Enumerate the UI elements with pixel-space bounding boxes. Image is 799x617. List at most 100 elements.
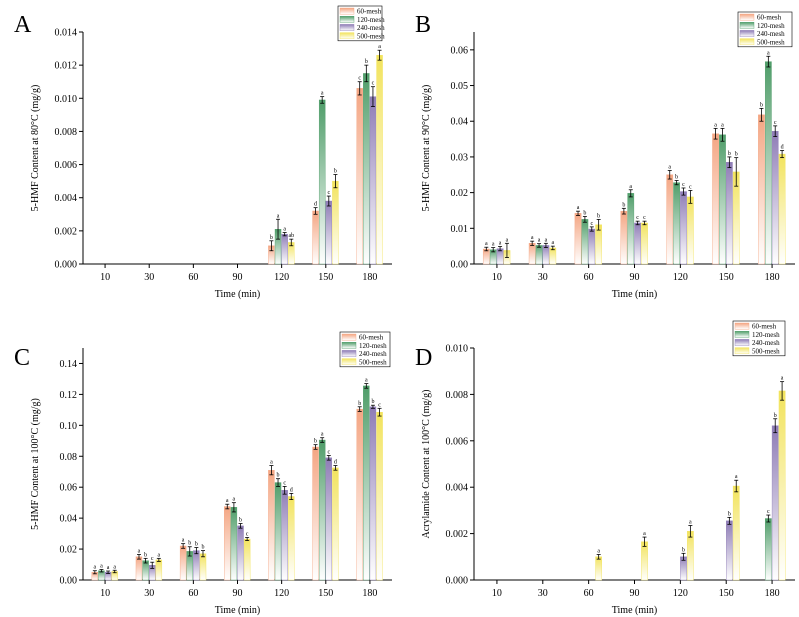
bar-d-500-mesh-90 [641, 541, 648, 581]
x-axis-title: Time (min) [612, 605, 657, 616]
bar-b-60-mesh-60 [574, 213, 582, 265]
significance-label: b [728, 151, 731, 157]
legend-swatch [341, 342, 357, 349]
y-tick-label: 0.00 [451, 260, 469, 271]
y-tick-label: 0.010 [55, 94, 78, 105]
legend-swatch [341, 350, 357, 357]
x-tick-label: 10 [492, 272, 502, 283]
y-tick-label: 0.02 [451, 188, 469, 199]
x-tick-label: 90 [233, 272, 243, 283]
y-tick-label: 0.03 [451, 152, 469, 163]
significance-label: b [195, 542, 198, 548]
bar-b-500-mesh-30 [549, 247, 557, 265]
legend-swatch [739, 13, 755, 21]
legend-label: 120-mesh [357, 16, 385, 24]
bar-b-60-mesh-120 [666, 174, 674, 265]
legend-swatch [734, 347, 750, 355]
y-tick-label: 0.008 [446, 390, 469, 401]
x-tick-label: 30 [538, 272, 548, 283]
y-axis-title: 5-HMF Content at 90°C (mg/g) [421, 85, 432, 212]
x-tick-label: 150 [719, 272, 734, 283]
bar-d-240-mesh-150 [726, 520, 733, 581]
panel-letter-b: B [415, 12, 431, 38]
significance-label: a [233, 497, 236, 503]
legend-label: 60-mesh [752, 323, 777, 331]
legend-label: 60-mesh [357, 8, 382, 16]
y-tick-label: 0.14 [60, 359, 78, 370]
y-tick-label: 0.006 [446, 436, 469, 447]
bar-d-500-mesh-150 [732, 485, 740, 581]
significance-label: a [767, 50, 770, 56]
x-tick-label: 120 [673, 588, 688, 599]
bar-b-60-mesh-180 [758, 114, 765, 265]
y-tick-label: 0.04 [60, 514, 78, 525]
bar-c-500-mesh-90 [243, 538, 251, 581]
significance-label: a [643, 531, 646, 537]
bar-b-240-mesh-150 [726, 162, 733, 265]
significance-label: a [492, 242, 495, 248]
legend-label: 500-mesh [359, 358, 387, 366]
significance-label: a [277, 213, 280, 219]
x-tick-label: 30 [538, 588, 548, 599]
legend-label: 500-mesh [757, 38, 785, 46]
legend-label: 500-mesh [752, 347, 780, 355]
significance-label: a [629, 184, 632, 190]
legend-swatch [739, 30, 755, 37]
significance-label: a [577, 205, 580, 211]
significance-label: a [499, 241, 502, 247]
bar-b-500-mesh-90 [641, 222, 648, 265]
y-axis-title: Acrylamide Content at 100°C (mg/g) [421, 390, 432, 539]
x-axis-title: Time (min) [215, 605, 260, 616]
significance-label: d [290, 487, 293, 493]
significance-label: d [314, 202, 317, 208]
bar-c-500-mesh-180 [376, 411, 383, 581]
bar-a-500-mesh-150 [332, 180, 339, 265]
significance-label: b [188, 541, 191, 547]
significance-label: c [643, 215, 646, 221]
y-tick-label: 0.010 [446, 344, 469, 355]
significance-label: c [327, 449, 330, 455]
legend-label: 240-mesh [757, 30, 785, 38]
bar-a-120-mesh-150 [318, 99, 326, 265]
significance-label: b [682, 547, 685, 553]
bar-c-60-mesh-30 [135, 556, 143, 581]
bar-c-500-mesh-150 [332, 467, 339, 581]
x-tick-label: 60 [584, 272, 594, 283]
bar-c-60-mesh-150 [312, 446, 319, 581]
bar-b-240-mesh-60 [588, 228, 596, 265]
x-tick-label: 120 [673, 272, 688, 283]
significance-label: a [378, 44, 381, 50]
bar-c-240-mesh-150 [325, 457, 333, 581]
significance-label: c [372, 81, 375, 87]
significance-label: a [107, 565, 110, 571]
significance-label: c [378, 402, 381, 408]
bar-c-120-mesh-90 [230, 507, 238, 581]
y-tick-label: 0.00 [60, 576, 78, 587]
y-tick-label: 0.014 [55, 28, 78, 39]
significance-label: a [735, 474, 738, 480]
legend-label: 60-mesh [757, 14, 782, 22]
bar-b-60-mesh-10 [482, 248, 490, 265]
y-tick-label: 0.002 [55, 226, 78, 237]
y-tick-label: 0.002 [446, 529, 469, 540]
significance-label: b [622, 202, 625, 208]
x-tick-label: 60 [188, 272, 198, 283]
bar-a-240-mesh-120 [281, 233, 288, 265]
bar-b-120-mesh-180 [764, 61, 772, 265]
bar-b-120-mesh-60 [581, 219, 589, 265]
significance-label: a [781, 376, 784, 382]
significance-label: a [531, 235, 534, 241]
x-tick-label: 90 [233, 588, 243, 599]
x-tick-label: 120 [274, 272, 289, 283]
bar-c-120-mesh-180 [363, 385, 370, 581]
significance-label: b [365, 59, 368, 65]
bar-c-500-mesh-60 [199, 553, 207, 581]
legend-swatch [339, 32, 355, 39]
significance-label: b [334, 169, 337, 175]
x-tick-label: 30 [144, 272, 154, 283]
legend-swatch [339, 16, 355, 23]
significance-label: a [270, 460, 273, 466]
